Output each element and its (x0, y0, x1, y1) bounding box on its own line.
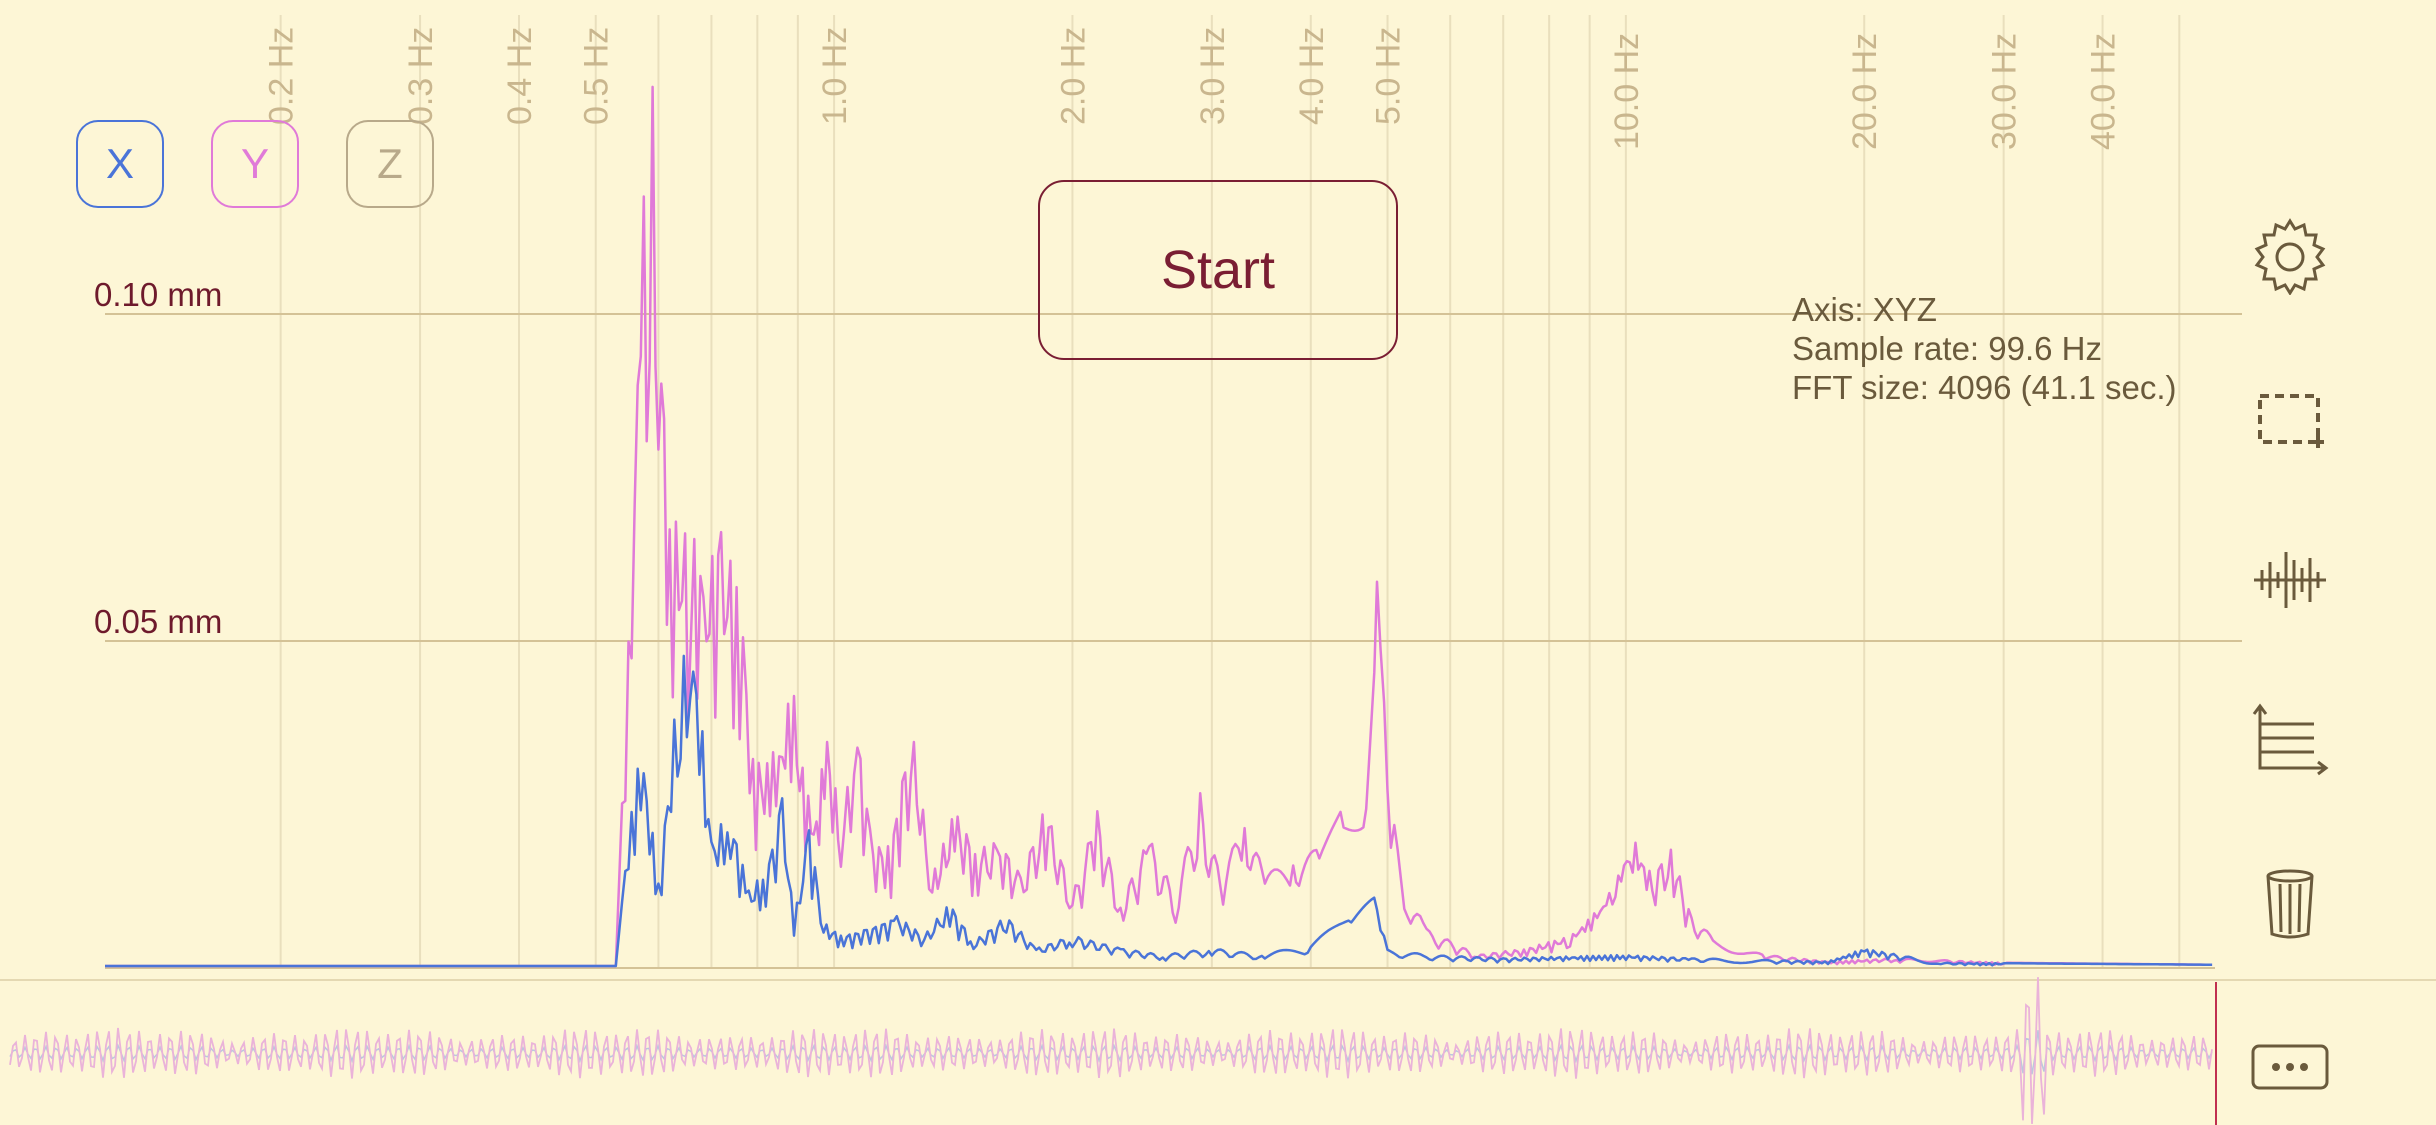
more-icon[interactable] (2250, 1028, 2330, 1108)
start-button[interactable]: Start (1038, 180, 1398, 360)
x-tick-label: 3.0 Hz (1194, 27, 1232, 125)
grid (0, 15, 2436, 981)
x-tick-label: 0.2 Hz (263, 27, 301, 125)
gear-icon[interactable] (2250, 215, 2330, 296)
info-sample-rate: Sample rate: 99.6 Hz (1792, 330, 2102, 367)
info-fft-size: FFT size: 4096 (41.1 sec.) (1792, 369, 2177, 406)
selection-icon[interactable] (2250, 380, 2330, 460)
waveform-strip (9, 977, 2217, 1125)
x-tick-label: 5.0 Hz (1370, 27, 1408, 125)
x-tick-label: 10.0 Hz (1608, 33, 1646, 150)
waveform-y (9, 977, 2213, 1124)
x-tick-label: 0.5 Hz (578, 27, 616, 125)
x-tick-label: 0.3 Hz (402, 27, 440, 125)
waveform-icon[interactable] (2250, 540, 2330, 620)
axis-y-toggle[interactable]: Y (211, 120, 299, 208)
x-tick-label: 0.4 Hz (501, 27, 539, 125)
x-tick-label: 30.0 Hz (1986, 33, 2024, 150)
trash-icon[interactable] (2250, 862, 2330, 942)
axis-z-toggle[interactable]: Z (346, 120, 434, 208)
x-tick-labels: 0.2 Hz 0.3 Hz 0.4 Hz 0.5 Hz 1.0 Hz 2.0 Hz 3.0 … (263, 27, 2123, 150)
x-tick-label: 40.0 Hz (2085, 33, 2123, 150)
series-line (105, 654, 2213, 968)
axis-x-toggle[interactable]: X (76, 120, 164, 208)
y-tick-label: 0.10 mm (94, 275, 223, 313)
x-tick-label: 4.0 Hz (1293, 27, 1331, 125)
x-tick-label: 2.0 Hz (1054, 27, 1092, 125)
x-tick-label: 20.0 Hz (1846, 33, 1884, 150)
x-tick-label: 1.0 Hz (816, 27, 854, 125)
info-axis: Axis: XYZ (1792, 291, 1937, 328)
y-tick-label: 0.05 mm (94, 602, 223, 640)
spectrum-series (105, 85, 2213, 968)
axes-icon[interactable] (2250, 700, 2330, 780)
